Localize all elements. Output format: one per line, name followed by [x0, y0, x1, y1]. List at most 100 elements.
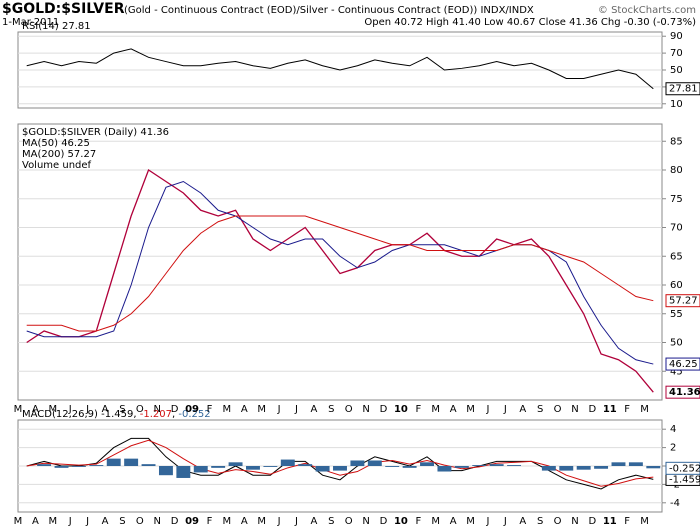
- legend-value: 57.27: [68, 149, 97, 160]
- x-tick-label: 10: [394, 404, 408, 415]
- histogram-bar: [176, 466, 191, 478]
- histogram-bar: [646, 466, 661, 469]
- histogram-bar: [89, 465, 104, 466]
- x-tick-label: J: [485, 516, 489, 527]
- histogram-bar: [263, 466, 278, 467]
- y-tick-label: 10: [670, 99, 683, 110]
- x-tick-label: S: [537, 404, 543, 415]
- x-tick-label: J: [68, 404, 72, 415]
- x-tick-label: S: [119, 516, 125, 527]
- value-tag: 41.36: [669, 387, 700, 398]
- y-tick-label: 85: [670, 136, 683, 147]
- histogram-bar: [350, 460, 365, 466]
- x-tick-label: O: [345, 404, 353, 415]
- legend-entry: MA(200) 57.27: [22, 149, 96, 160]
- histogram-bar: [106, 458, 121, 466]
- value-tag: 46.25: [669, 359, 698, 370]
- x-tick-label: J: [85, 516, 89, 527]
- x-tick-label: M: [257, 404, 266, 415]
- histogram-bar: [420, 462, 434, 466]
- histogram-bar: [402, 466, 417, 468]
- value-tag-box: [665, 82, 700, 96]
- value-tag-box: [665, 294, 700, 308]
- x-tick-label: N: [571, 516, 578, 527]
- x-tick-label: F: [207, 516, 213, 527]
- x-tick-label: A: [241, 516, 248, 527]
- y-tick-label: 70: [670, 223, 683, 234]
- histogram-bar: [594, 466, 609, 469]
- x-tick-label: A: [32, 516, 39, 527]
- histogram-bar: [541, 466, 556, 471]
- x-tick-label: 11: [603, 404, 617, 415]
- x-tick-label: M: [257, 516, 266, 527]
- watermark: © StockCharts.com: [598, 5, 696, 16]
- note: Volume undef: [22, 160, 92, 171]
- y-tick-label: 55: [670, 309, 683, 320]
- x-tick-label: M: [48, 404, 57, 415]
- x-tick-label: F: [624, 404, 630, 415]
- legend-name: $GOLD:$SILVER (Daily): [22, 127, 137, 138]
- panel-frame: [17, 123, 663, 401]
- legend-entry: $GOLD:$SILVER (Daily) 41.36: [22, 127, 169, 138]
- histogram-bar: [54, 466, 69, 468]
- y-tick-label: 60: [670, 280, 683, 291]
- histogram-bar: [437, 466, 452, 472]
- histogram-bar: [71, 466, 86, 467]
- x-tick-label: J: [68, 516, 72, 527]
- y-tick-label: 2: [670, 443, 676, 454]
- x-tick-label: M: [466, 516, 475, 527]
- x-tick-label: J: [277, 404, 281, 415]
- y-tick-label: 65: [670, 251, 683, 262]
- x-tick-label: M: [48, 516, 57, 527]
- symbol: $GOLD:$SILVER: [2, 1, 125, 17]
- legend-entry: MACD(12,26,9) -1.459, -1.207, -0.252: [22, 409, 211, 420]
- x-tick-label: M: [640, 404, 649, 415]
- legend-value: 41.36: [140, 127, 169, 138]
- legend-value: -1.459: [101, 409, 133, 420]
- histogram-bar: [385, 466, 400, 467]
- legend-value: 46.25: [61, 138, 90, 149]
- x-tick-label: D: [589, 404, 597, 415]
- x-tick-label: D: [171, 516, 179, 527]
- x-tick-label: J: [85, 404, 89, 415]
- value-tag: 27.81: [669, 84, 698, 95]
- histogram-bar: [193, 466, 208, 473]
- y-tick-label: 75: [670, 194, 683, 205]
- x-tick-label: A: [310, 404, 317, 415]
- x-tick-label: S: [328, 516, 334, 527]
- x-tick-label: O: [554, 404, 562, 415]
- histogram-bar: [507, 465, 522, 466]
- histogram-bar: [333, 466, 347, 471]
- x-tick-label: A: [519, 404, 526, 415]
- x-tick-label: A: [102, 404, 109, 415]
- series-line: [26, 48, 654, 90]
- series-line: [26, 169, 654, 393]
- x-tick-label: J: [277, 516, 281, 527]
- x-tick-label: A: [310, 516, 317, 527]
- histogram-bar: [315, 466, 330, 472]
- histogram-bar: [141, 464, 156, 466]
- x-tick-label: O: [554, 516, 562, 527]
- histogram-bar: [367, 460, 382, 466]
- x-tick-label: N: [154, 404, 161, 415]
- y-tick-label: 80: [670, 165, 683, 176]
- x-tick-label: M: [223, 404, 232, 415]
- histogram-bar: [489, 464, 504, 466]
- histogram-bar: [211, 466, 226, 468]
- x-tick-label: M: [431, 516, 440, 527]
- legend-entry: RSI(14) 27.81: [22, 21, 91, 32]
- value-tag: -1.459: [669, 474, 700, 485]
- value-tag: -0.252: [669, 463, 700, 474]
- x-tick-label: D: [380, 404, 388, 415]
- x-tick-label: D: [589, 516, 597, 527]
- x-tick-label: N: [362, 516, 369, 527]
- histogram-bar: [611, 462, 626, 466]
- x-tick-label: 10: [394, 516, 408, 527]
- x-tick-label: A: [102, 516, 109, 527]
- legend-entry: MA(50) 46.25: [22, 138, 90, 149]
- legend-value: -1.207: [140, 409, 172, 420]
- x-tick-label: A: [519, 516, 526, 527]
- y-tick-label: 4: [670, 424, 676, 435]
- x-tick-label: J: [503, 404, 507, 415]
